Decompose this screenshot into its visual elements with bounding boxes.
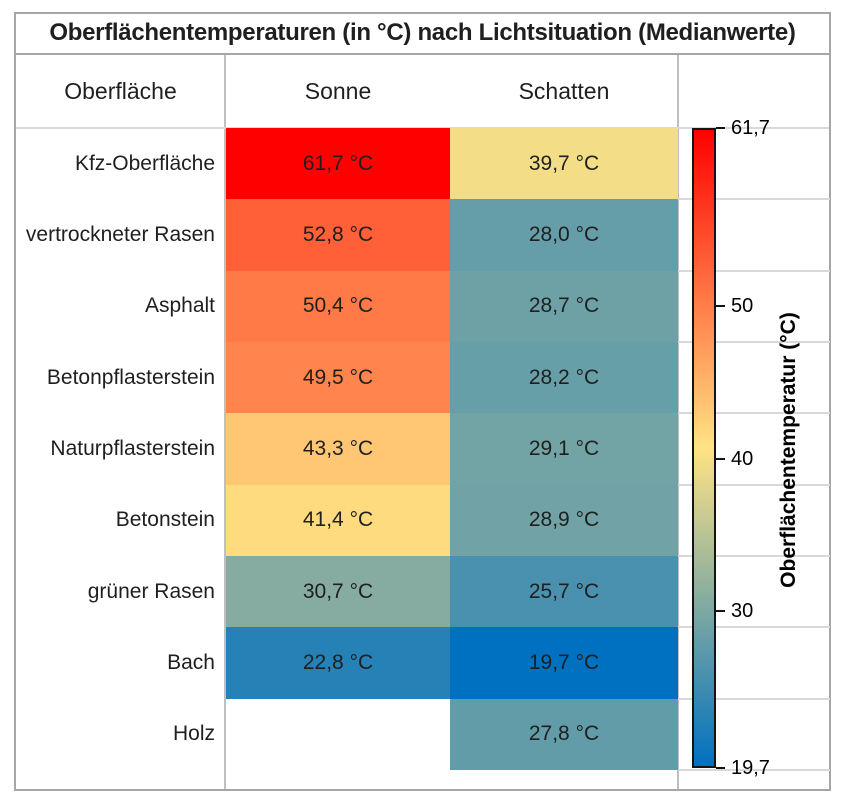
heatmap-cell: 28,7 °C (450, 270, 678, 342)
gridline (678, 412, 830, 415)
gridline (678, 697, 830, 700)
heatmap-cell-empty (226, 699, 450, 770)
heatmap-cell: 39,7 °C (450, 128, 678, 200)
colorbar-tick (716, 127, 725, 129)
row-label: Holz (172, 722, 215, 746)
colorbar-tick (716, 767, 725, 769)
figure-border (14, 12, 831, 791)
heatmap-cell: 52,8 °C (226, 199, 450, 271)
row-label: Asphalt (144, 294, 215, 318)
colorbar-tick (716, 457, 725, 460)
row-label: Kfz-Oberfläche (74, 151, 215, 175)
gridline (678, 269, 830, 272)
colorbar-tick-label: 61,7 (731, 117, 770, 139)
heatmap-cell: 25,7 °C (450, 556, 678, 628)
gridline (678, 483, 830, 486)
heatmap-cell: 28,9 °C (450, 484, 678, 556)
heatmap-cell: 43,3 °C (226, 413, 450, 485)
gridline (678, 769, 830, 771)
heatmap-cell: 22,8 °C (226, 627, 450, 699)
row-label: Bach (167, 650, 215, 674)
chart-title: Oberflächentemperaturen (in °C) nach Lic… (16, 12, 829, 55)
heatmap-cell: 28,0 °C (450, 199, 678, 271)
row-label: Naturpflasterstein (50, 436, 215, 460)
colorbar-tick-label: 50 (731, 295, 754, 318)
colorbar-tick (716, 305, 725, 308)
heatmap-cell: 28,2 °C (450, 342, 678, 414)
gridline (678, 555, 830, 557)
gridline (678, 198, 830, 201)
heatmap-cell: 41,4 °C (226, 484, 450, 556)
colorbar-tick-label: 30 (731, 600, 754, 623)
heatmap-cell: 30,7 °C (226, 556, 450, 628)
row-label: grüner Rasen (87, 579, 215, 603)
row-label: vertrockneter Rasen (25, 222, 215, 246)
gridline (678, 341, 830, 343)
column-header-sun: Sonne (304, 78, 372, 104)
heatmap-cell: 50,4 °C (226, 270, 450, 342)
heatmap-cell: 19,7 °C (450, 627, 678, 699)
row-label: Betonstein (115, 508, 215, 532)
heatmap-cell: 49,5 °C (226, 342, 450, 414)
colorbar-tick-label: 19,7 (731, 757, 770, 779)
column-header-shade: Schatten (518, 78, 610, 104)
column-header-surface: Oberfläche (64, 78, 177, 104)
row-label: Betonpflasterstein (46, 365, 215, 389)
gridline (678, 626, 830, 629)
colorbar-tick-label: 40 (731, 447, 754, 470)
colorbar-gradient (692, 128, 716, 768)
colorbar-axis-title: Oberflächentemperatur (°C) (777, 312, 800, 588)
divider-colorbar-area (677, 55, 679, 789)
heatmap-cell: 27,8 °C (450, 698, 678, 770)
colorbar-tick (716, 610, 725, 613)
heatmap-cell: 61,7 °C (226, 128, 450, 200)
heatmap-cell: 29,1 °C (450, 413, 678, 485)
divider-label-column (224, 55, 226, 789)
